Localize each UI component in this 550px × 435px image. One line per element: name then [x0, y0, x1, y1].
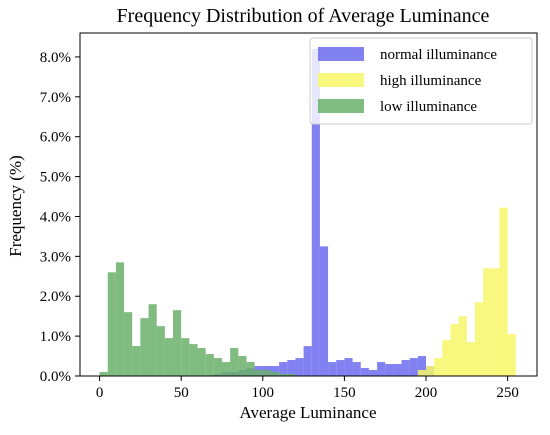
normal-illuminance-bar — [393, 364, 402, 376]
legend-box — [309, 37, 533, 125]
low-illuminance-bar — [238, 356, 247, 376]
high-illuminance-bar — [499, 207, 508, 376]
high-illuminance-bar — [507, 334, 516, 376]
y-tick-label: 3.0% — [40, 249, 71, 265]
x-tick-label: 150 — [333, 385, 356, 401]
normal-illuminance-bar — [287, 360, 296, 376]
low-illuminance-bar — [197, 348, 206, 376]
low-illuminance-bar — [164, 338, 174, 376]
low-illuminance-bar — [173, 310, 182, 376]
y-tick-label: 8.0% — [40, 50, 71, 66]
high-illuminance-bar — [442, 340, 451, 376]
low-illuminance-bar — [140, 318, 149, 376]
high-illuminance-bar — [458, 316, 467, 376]
low-illuminance-bar — [279, 374, 288, 376]
low-illuminance-bar — [156, 326, 165, 376]
x-tick-label: 250 — [496, 385, 519, 401]
y-tick-label: 2.0% — [40, 289, 71, 305]
normal-illuminance-bar — [311, 48, 320, 376]
normal-illuminance-bar — [344, 358, 353, 376]
y-tick-label: 1.0% — [40, 329, 71, 345]
low-illuminance-bar — [221, 362, 231, 376]
high-illuminance-bar — [426, 366, 435, 376]
x-axis-label: Average Luminance — [239, 403, 376, 422]
legend-label-high-illuminance: high illuminance — [380, 73, 482, 89]
plot-frame — [79, 32, 538, 377]
y-tick-label: 6.0% — [40, 130, 71, 146]
normal-illuminance-bar — [336, 360, 345, 376]
y-tick-label: 5.0% — [40, 170, 71, 186]
normal-illuminance-bar — [401, 360, 410, 376]
chart-title: Frequency Distribution of Average Lumina… — [117, 5, 490, 27]
low-illuminance-bar — [246, 362, 255, 376]
high-illuminance-bar — [474, 302, 484, 376]
low-illuminance-bar — [230, 348, 239, 376]
y-tick-label: 4.0% — [40, 209, 71, 225]
normal-illuminance-bar — [417, 356, 427, 376]
normal-illuminance-bar — [303, 346, 312, 376]
normal-illuminance-bar — [360, 368, 369, 376]
high-illuminance-bar — [483, 268, 492, 376]
legend-swatch-low-illuminance — [318, 99, 364, 113]
low-illuminance-bar — [99, 372, 108, 376]
low-illuminance-bar — [181, 338, 190, 376]
high-illuminance-bar — [450, 324, 459, 376]
high-illuminance-bar — [466, 342, 475, 376]
bars — [99, 48, 516, 376]
x-tick-label: 0 — [96, 385, 104, 401]
axes: 0.0% 1.0% 2.0% 3.0% 4.0% 5.0% 6.0% 7.0% 8.0% 0 50 1… — [40, 32, 538, 401]
normal-illuminance-bar — [385, 364, 394, 376]
normal-illuminance-bar — [319, 246, 329, 376]
normal-illuminance-bar — [328, 362, 337, 376]
low-illuminance-bar — [189, 344, 198, 376]
normal-illuminance-bar — [409, 358, 418, 376]
low-illuminance-bar — [262, 370, 271, 376]
legend: normal illuminance high illuminance low il… — [309, 37, 533, 125]
legend-swatch-normal-illuminance — [318, 47, 364, 61]
low-illuminance-bar — [254, 370, 263, 376]
low-illuminance-bar — [213, 358, 222, 376]
x-tick-label: 100 — [252, 385, 275, 401]
legend-label-normal-illuminance: normal illuminance — [380, 47, 497, 63]
normal-illuminance-bar — [368, 370, 378, 376]
low-illuminance-bar — [270, 372, 280, 376]
low-illuminance-bar — [148, 304, 157, 376]
legend-label-low-illuminance: low illuminance — [380, 99, 477, 115]
normal-illuminance-bar — [279, 362, 288, 376]
normal-illuminance-bar — [270, 366, 280, 376]
y-axis-label: Frequency (%) — [6, 155, 25, 257]
normal-illuminance-bar — [295, 358, 304, 376]
y-tick-label: 0.0% — [40, 369, 71, 385]
low-illuminance-bar — [107, 272, 116, 376]
high-illuminance-bar — [491, 268, 500, 376]
low-illuminance-bar — [124, 312, 133, 376]
high-illuminance-bar — [434, 358, 443, 376]
x-tick-label: 200 — [415, 385, 438, 401]
low-illuminance-bar — [115, 262, 125, 376]
low-illuminance-bar — [287, 374, 296, 376]
normal-illuminance-bar — [352, 362, 361, 376]
y-tick-label: 7.0% — [40, 90, 71, 106]
normal-illuminance-bar — [377, 362, 386, 376]
legend-swatch-high-illuminance — [318, 73, 364, 87]
high-illuminance-bar — [417, 370, 427, 376]
low-illuminance-bar — [132, 346, 141, 376]
low-illuminance-bar — [205, 354, 214, 376]
x-tick-label: 50 — [174, 385, 189, 401]
